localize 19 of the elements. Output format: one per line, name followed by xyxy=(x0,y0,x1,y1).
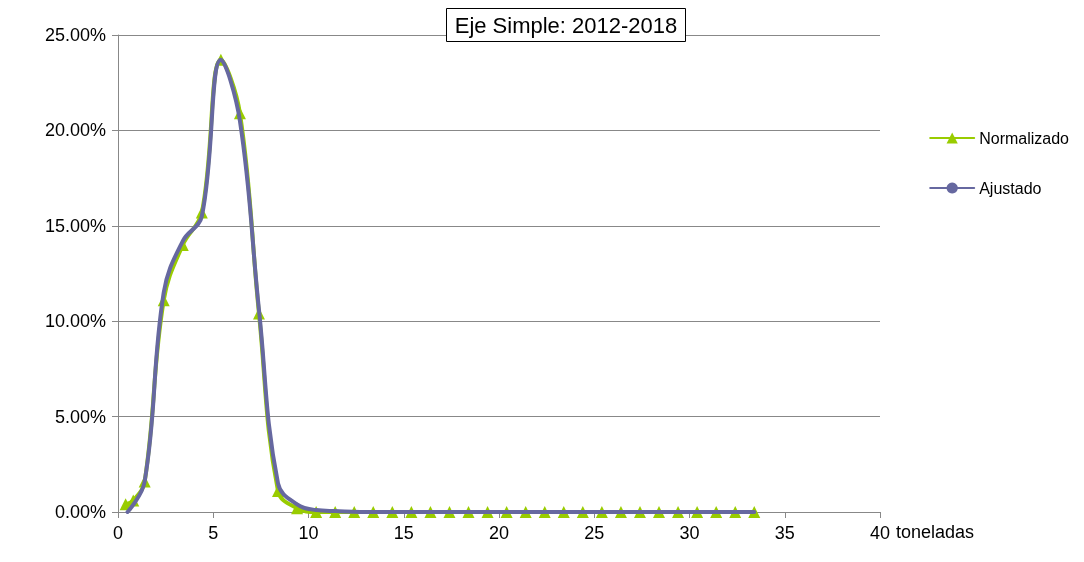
x-tick-label: 10 xyxy=(298,523,319,543)
x-tick-label: 15 xyxy=(393,523,414,543)
y-tick-label: 0.00% xyxy=(54,502,106,522)
legend-label: Ajustado xyxy=(979,179,1042,197)
chart-title: Eje Simple: 2012-2018 xyxy=(454,12,678,38)
x-tick-label: 0 xyxy=(112,523,124,543)
x-tick-label: 25 xyxy=(584,523,605,543)
x-axis-title: toneladas xyxy=(895,522,974,542)
x-tick-label: 30 xyxy=(679,523,700,543)
legend-label: Normalizado xyxy=(979,129,1070,147)
x-tick-label: 40 xyxy=(869,523,891,543)
y-tick-label: 20.00% xyxy=(44,120,106,141)
x-tick-label: 20 xyxy=(488,523,510,543)
y-tick-label: 15.00% xyxy=(44,215,106,236)
x-tick-label: 5 xyxy=(208,523,219,543)
y-tick-label: 10.00% xyxy=(44,311,106,332)
x-tick-label: 35 xyxy=(774,523,795,543)
y-tick-label: 5.00% xyxy=(54,406,106,427)
y-tick-label: 25.00% xyxy=(44,25,106,45)
